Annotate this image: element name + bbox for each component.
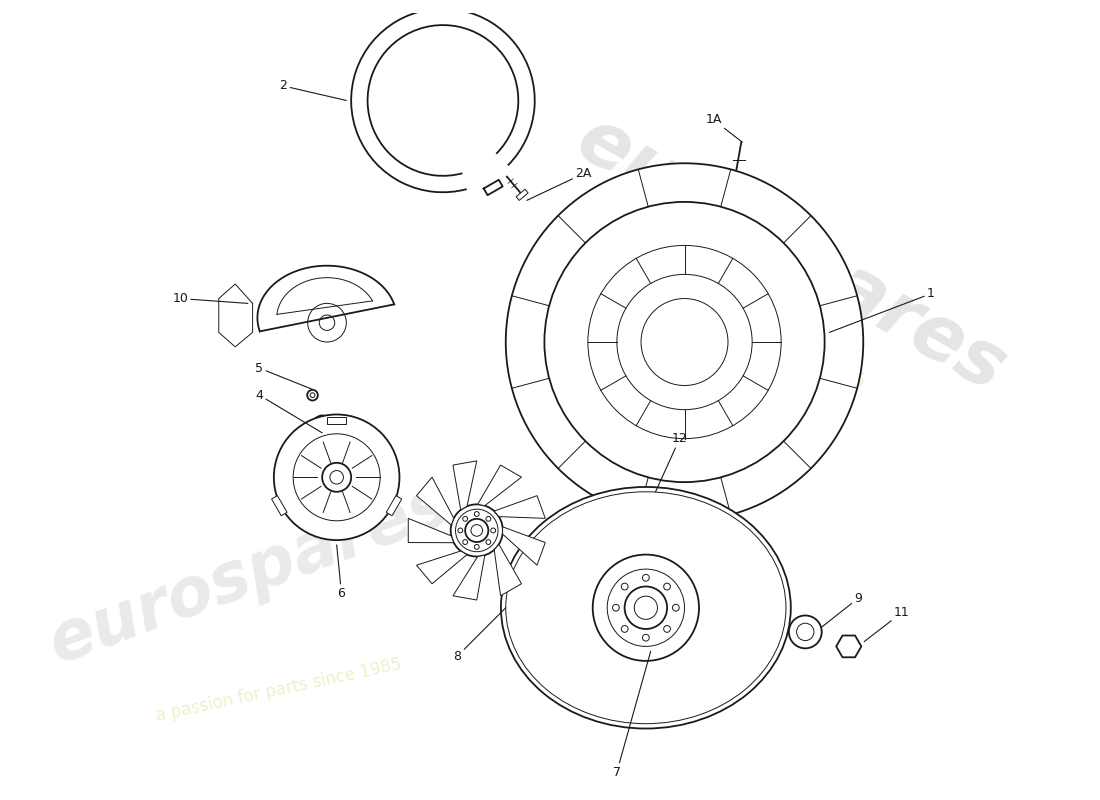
Text: 2: 2 (279, 79, 346, 101)
Polygon shape (417, 477, 453, 525)
Polygon shape (453, 461, 476, 510)
Text: 10: 10 (173, 292, 248, 305)
Text: 11: 11 (865, 606, 910, 642)
Polygon shape (494, 544, 521, 596)
Text: 6: 6 (337, 545, 345, 600)
Polygon shape (836, 635, 861, 658)
Polygon shape (219, 284, 253, 347)
Text: a passion for parts since 1985: a passion for parts since 1985 (154, 655, 404, 725)
Circle shape (451, 504, 503, 557)
Text: 9: 9 (822, 591, 862, 627)
Polygon shape (494, 496, 546, 518)
Text: 2A: 2A (527, 167, 592, 200)
Text: 12: 12 (656, 432, 688, 492)
Polygon shape (516, 190, 528, 201)
Ellipse shape (500, 487, 791, 729)
Text: a passion for parts since 1985: a passion for parts since 1985 (598, 303, 867, 391)
Circle shape (455, 509, 498, 552)
Text: eurospares: eurospares (563, 102, 1019, 408)
Text: 1A: 1A (705, 114, 742, 142)
Polygon shape (386, 496, 402, 516)
Polygon shape (257, 266, 394, 331)
Polygon shape (417, 551, 467, 584)
Text: 1: 1 (829, 287, 935, 332)
Text: 5: 5 (255, 362, 312, 390)
Polygon shape (477, 465, 521, 506)
Text: 7: 7 (613, 651, 651, 778)
Polygon shape (484, 180, 503, 195)
Polygon shape (272, 496, 287, 516)
Text: 8: 8 (453, 608, 506, 662)
Polygon shape (408, 518, 453, 542)
Text: 4: 4 (255, 389, 322, 433)
Circle shape (506, 163, 864, 521)
Circle shape (465, 519, 488, 542)
Circle shape (274, 414, 399, 540)
Text: eurospares: eurospares (41, 471, 459, 677)
Circle shape (593, 554, 698, 661)
Polygon shape (453, 555, 485, 600)
Polygon shape (327, 417, 346, 424)
Polygon shape (503, 527, 546, 566)
